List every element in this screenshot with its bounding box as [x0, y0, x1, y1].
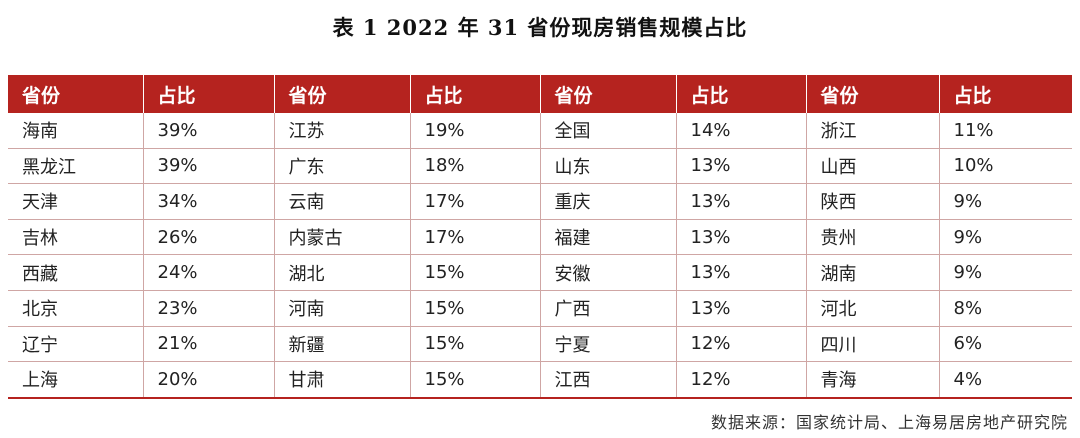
data-source-note: 数据来源：国家统计局、上海易居房地产研究院: [710, 413, 1068, 432]
province-cell: 云南: [273, 183, 410, 220]
province-cell: 江苏: [273, 113, 410, 149]
share-cell: 13%: [675, 219, 806, 256]
province-cell: 重庆: [539, 183, 676, 220]
share-cell: 6%: [938, 326, 1072, 363]
table-row: 北京 23% 河南 15% 广西 13% 河北 8%: [8, 290, 1072, 327]
header-province: 省份: [8, 75, 143, 113]
province-cell: 福建: [539, 219, 676, 256]
table-row: 黑龙江 39% 广东 18% 山东 13% 山西 10%: [8, 148, 1072, 185]
share-cell: 8%: [938, 290, 1072, 327]
share-cell: 15%: [409, 361, 540, 399]
share-cell: 12%: [675, 326, 806, 363]
share-cell: 18%: [409, 148, 540, 185]
province-cell: 辽宁: [8, 326, 143, 363]
province-cell: 河北: [805, 290, 939, 327]
province-cell: 内蒙古: [273, 219, 410, 256]
province-cell: 河南: [273, 290, 410, 327]
share-cell: 26%: [142, 219, 274, 256]
province-cell: 青海: [805, 361, 939, 399]
share-cell: 13%: [675, 254, 806, 291]
share-cell: 19%: [409, 113, 540, 149]
table-row: 吉林 26% 内蒙古 17% 福建 13% 贵州 9%: [8, 219, 1072, 256]
province-cell: 甘肃: [273, 361, 410, 399]
share-cell: 15%: [409, 290, 540, 327]
share-cell: 4%: [938, 361, 1072, 399]
share-cell: 9%: [938, 183, 1072, 220]
province-cell: 浙江: [805, 113, 939, 149]
province-cell: 上海: [8, 361, 143, 399]
province-sales-table: 省份 占比 省份 占比 省份 占比 省份 占比 海南 39% 江苏 19% 全国 14% 浙…: [8, 75, 1072, 399]
province-cell: 海南: [8, 113, 143, 149]
province-cell: 北京: [8, 290, 143, 327]
header-share: 占比: [142, 75, 274, 113]
table-row: 天津 34% 云南 17% 重庆 13% 陕西 9%: [8, 183, 1072, 220]
share-cell: 24%: [142, 254, 274, 291]
province-cell: 黑龙江: [8, 148, 143, 185]
header-share: 占比: [409, 75, 540, 113]
header-province: 省份: [273, 75, 410, 113]
share-cell: 39%: [142, 113, 274, 149]
province-cell: 山东: [539, 148, 676, 185]
province-cell: 陕西: [805, 183, 939, 220]
share-cell: 17%: [409, 183, 540, 220]
table-row: 辽宁 21% 新疆 15% 宁夏 12% 四川 6%: [8, 326, 1072, 363]
share-cell: 11%: [938, 113, 1072, 149]
table-header-row: 省份 占比 省份 占比 省份 占比 省份 占比: [8, 75, 1072, 113]
table-row: 西藏 24% 湖北 15% 安徽 13% 湖南 9%: [8, 254, 1072, 291]
province-cell: 安徽: [539, 254, 676, 291]
share-cell: 34%: [142, 183, 274, 220]
province-cell: 全国: [539, 113, 676, 149]
share-cell: 17%: [409, 219, 540, 256]
share-cell: 15%: [409, 326, 540, 363]
province-cell: 江西: [539, 361, 676, 399]
province-cell: 湖北: [273, 254, 410, 291]
province-cell: 贵州: [805, 219, 939, 256]
share-cell: 13%: [675, 290, 806, 327]
share-cell: 21%: [142, 326, 274, 363]
share-cell: 39%: [142, 148, 274, 185]
share-cell: 23%: [142, 290, 274, 327]
province-cell: 宁夏: [539, 326, 676, 363]
header-share: 占比: [938, 75, 1072, 113]
share-cell: 10%: [938, 148, 1072, 185]
share-cell: 20%: [142, 361, 274, 399]
share-cell: 13%: [675, 183, 806, 220]
province-cell: 天津: [8, 183, 143, 220]
province-cell: 西藏: [8, 254, 143, 291]
share-cell: 13%: [675, 148, 806, 185]
province-cell: 新疆: [273, 326, 410, 363]
table-row: 上海 20% 甘肃 15% 江西 12% 青海 4%: [8, 361, 1072, 399]
province-cell: 吉林: [8, 219, 143, 256]
province-cell: 湖南: [805, 254, 939, 291]
share-cell: 15%: [409, 254, 540, 291]
header-share: 占比: [675, 75, 806, 113]
province-cell: 广东: [273, 148, 410, 185]
table-title: 表 1 2022 年 31 省份现房销售规模占比: [332, 15, 748, 40]
share-cell: 14%: [675, 113, 806, 149]
header-province: 省份: [805, 75, 939, 113]
share-cell: 12%: [675, 361, 806, 399]
header-province: 省份: [539, 75, 676, 113]
province-cell: 四川: [805, 326, 939, 363]
share-cell: 9%: [938, 219, 1072, 256]
province-cell: 广西: [539, 290, 676, 327]
province-cell: 山西: [805, 148, 939, 185]
table-row: 海南 39% 江苏 19% 全国 14% 浙江 11%: [8, 113, 1072, 149]
share-cell: 9%: [938, 254, 1072, 291]
